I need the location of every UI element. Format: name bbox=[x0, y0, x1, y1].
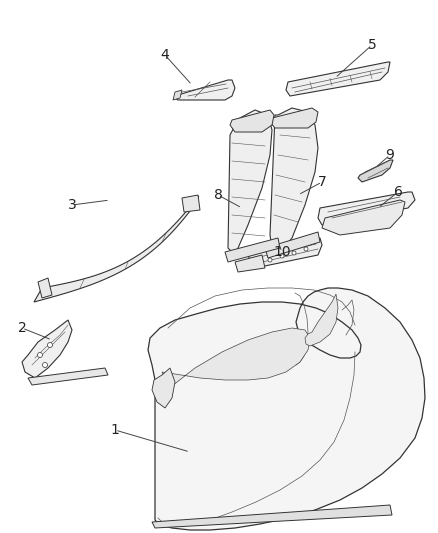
Polygon shape bbox=[173, 90, 182, 100]
Circle shape bbox=[268, 258, 272, 262]
Circle shape bbox=[47, 343, 53, 348]
Polygon shape bbox=[182, 195, 200, 212]
Text: 1: 1 bbox=[110, 423, 120, 437]
Text: 7: 7 bbox=[318, 175, 326, 189]
Text: 3: 3 bbox=[67, 198, 76, 212]
Polygon shape bbox=[286, 62, 390, 96]
Polygon shape bbox=[248, 238, 322, 268]
Polygon shape bbox=[175, 80, 235, 100]
Circle shape bbox=[304, 247, 308, 251]
Polygon shape bbox=[230, 110, 274, 132]
Polygon shape bbox=[322, 200, 405, 235]
Text: 6: 6 bbox=[394, 185, 403, 199]
Text: 10: 10 bbox=[273, 245, 291, 259]
Polygon shape bbox=[225, 238, 280, 262]
Polygon shape bbox=[270, 108, 318, 128]
Polygon shape bbox=[235, 255, 265, 272]
Polygon shape bbox=[22, 320, 72, 378]
Polygon shape bbox=[38, 278, 52, 298]
Polygon shape bbox=[34, 196, 199, 302]
Polygon shape bbox=[265, 232, 320, 258]
Polygon shape bbox=[228, 110, 272, 255]
Polygon shape bbox=[28, 368, 108, 385]
Polygon shape bbox=[148, 288, 425, 530]
Polygon shape bbox=[152, 368, 175, 408]
Circle shape bbox=[292, 251, 296, 255]
Polygon shape bbox=[305, 294, 338, 346]
Text: 8: 8 bbox=[214, 188, 223, 202]
Text: 4: 4 bbox=[161, 48, 170, 62]
Circle shape bbox=[38, 352, 42, 358]
Text: 9: 9 bbox=[385, 148, 395, 162]
Polygon shape bbox=[270, 108, 318, 255]
Polygon shape bbox=[358, 160, 393, 182]
Circle shape bbox=[42, 362, 47, 367]
Text: 5: 5 bbox=[367, 38, 376, 52]
Circle shape bbox=[280, 254, 284, 258]
Polygon shape bbox=[318, 192, 415, 225]
Text: 2: 2 bbox=[18, 321, 26, 335]
Polygon shape bbox=[152, 505, 392, 528]
Polygon shape bbox=[162, 328, 310, 386]
